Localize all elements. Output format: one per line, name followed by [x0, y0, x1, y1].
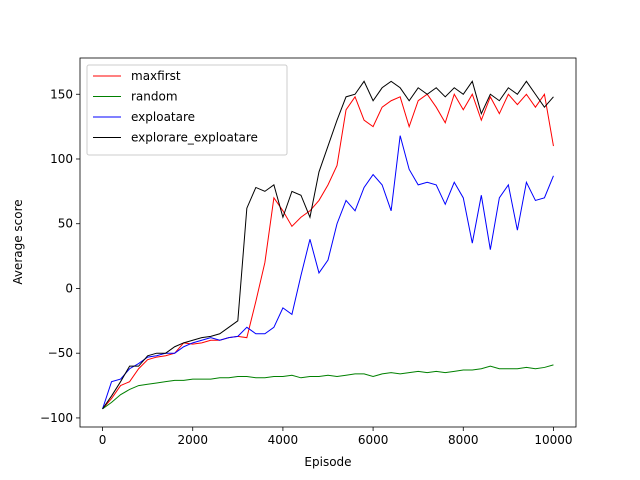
x-tick-label: 6000 — [358, 433, 389, 447]
series-line — [102, 80, 554, 410]
legend-label: explorare_exploatare — [131, 131, 258, 145]
legend-label: maxfirst — [131, 69, 181, 83]
x-tick-label: 4000 — [268, 433, 299, 447]
x-tick-label: 10000 — [534, 433, 572, 447]
y-tick-label: 150 — [50, 87, 73, 101]
x-tick-label: 2000 — [177, 433, 208, 447]
y-tick-label: 100 — [50, 152, 73, 166]
series-line — [102, 364, 554, 410]
y-tick-label: −50 — [48, 346, 73, 360]
plot-frame — [79, 57, 577, 428]
legend-label: random — [131, 90, 178, 104]
y-tick-label: −100 — [40, 411, 73, 425]
x-tick-label: 0 — [99, 433, 107, 447]
series-line — [102, 92, 554, 410]
series-line — [102, 135, 554, 410]
legend-label: exploatare — [131, 110, 195, 124]
y-tick-label: 0 — [65, 281, 73, 295]
x-tick-label: 8000 — [448, 433, 479, 447]
legend-box — [86, 64, 288, 156]
y-axis-label: Average score — [11, 199, 25, 284]
y-tick-label: 50 — [58, 217, 73, 231]
x-axis-label: Episode — [304, 455, 351, 469]
